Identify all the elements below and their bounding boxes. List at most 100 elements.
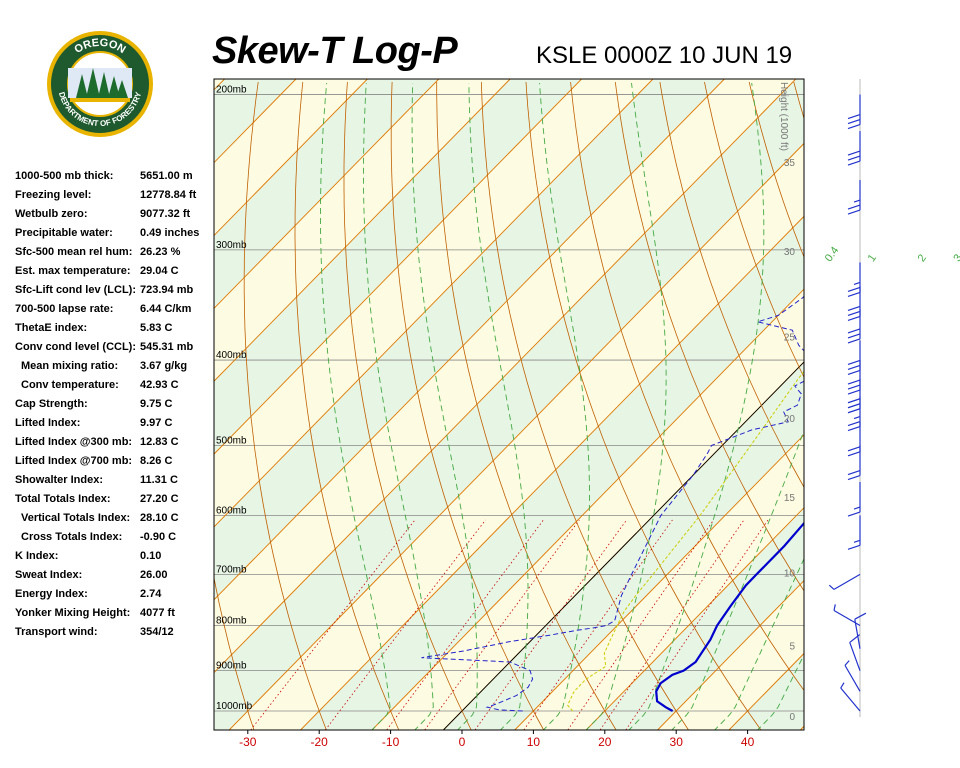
- wind-barb-flag: [847, 204, 861, 210]
- temperature-tick-label: 30: [670, 735, 684, 749]
- stat-label: Total Totals Index:: [15, 493, 111, 505]
- stat-label: Showalter Index:: [15, 474, 104, 486]
- stat-row: K Index: 0.10: [15, 548, 215, 567]
- stat-label: Est. max temperature:: [15, 265, 131, 277]
- temperature-tick-label: -30: [239, 735, 257, 749]
- stat-value: 12.83 C: [140, 436, 179, 448]
- freezing-isotherm: [443, 361, 804, 730]
- pressure-label: 900mb: [216, 661, 247, 672]
- wind-barb-flag: [847, 155, 861, 161]
- mixing-ratio-label: 0.4: [823, 245, 842, 264]
- stat-row: Energy Index: 2.74: [15, 586, 215, 605]
- stat-label: Cap Strength:: [15, 398, 88, 410]
- moist-adiabat: [628, 82, 765, 730]
- wind-barb-flag: [847, 338, 861, 344]
- stat-label: Lifted Index @700 mb:: [15, 455, 133, 467]
- dry-adiabat: [570, 81, 804, 692]
- stat-row: Vertical Totals Index: 28.10 C: [15, 510, 215, 529]
- wind-barb-flag: [847, 446, 861, 452]
- wind-barb: [847, 308, 861, 344]
- stat-label: 700-500 lapse rate:: [15, 303, 114, 315]
- adiabat-grid: [214, 79, 960, 730]
- wind-barb-flag: [847, 398, 861, 404]
- wind-barb-half: [853, 199, 861, 203]
- stat-label: K Index:: [15, 550, 59, 562]
- wind-barb-flag: [847, 364, 861, 370]
- wind-barb-flag: [847, 408, 861, 414]
- stat-value: 42.93 C: [140, 379, 179, 391]
- stat-row: Total Totals Index: 27.20 C: [15, 491, 215, 510]
- plot-frame: [213, 78, 805, 731]
- mixing-ratio-line: [567, 519, 714, 730]
- stat-label: Freezing level:: [15, 189, 92, 201]
- wind-barb-flag: [847, 150, 861, 156]
- wind-barb-flag: [847, 389, 861, 395]
- wind-barb-flag: [847, 333, 861, 339]
- stat-row: Lifted Index @300 mb: 12.83 C: [15, 434, 215, 453]
- stat-label: Cross Totals Index:: [21, 531, 123, 543]
- axis-labels: 0.412351000mb900mb800mb700mb600mb500mb40…: [216, 82, 960, 749]
- dry-adiabat: [928, 82, 960, 730]
- isotherm: [371, 288, 804, 730]
- wind-barbs: [828, 79, 867, 717]
- stat-value: 5.83 C: [140, 322, 173, 334]
- stat-row: Cap Strength: 9.75 C: [15, 396, 215, 415]
- mixing-ratio-line: [424, 519, 580, 730]
- pressure-label: 1000mb: [216, 701, 253, 712]
- wind-barb-staff: [833, 573, 861, 590]
- pressure-label: 200mb: [216, 85, 247, 96]
- dry-adiabat: [214, 575, 255, 730]
- stat-value: 11.31 C: [140, 474, 178, 486]
- pressure-label: 500mb: [216, 436, 247, 447]
- wind-barb: [844, 660, 861, 692]
- parcel-wetbulb-profile: [567, 370, 804, 712]
- dry-adiabat: [883, 82, 960, 730]
- stat-value: 0.49 inches: [140, 227, 200, 239]
- stat-row: Sfc-Lift cond lev (LCL): 723.94 mb: [15, 282, 215, 301]
- moist-adiabat: [468, 82, 529, 730]
- isotherm: [872, 79, 960, 730]
- height-axis-title: Height (1000 ft): [778, 82, 789, 151]
- wind-barb-half: [833, 604, 836, 611]
- moist-adiabat: [585, 82, 667, 730]
- wind-barb-flag: [847, 511, 861, 517]
- dry-adiabat: [243, 81, 327, 730]
- wind-barb-flag: [847, 359, 861, 365]
- stat-value: 8.26 C: [140, 455, 173, 467]
- stat-value: 723.94 mb: [140, 284, 194, 296]
- stat-value: 545.31 mb: [140, 341, 194, 353]
- height-tick-label: 35: [784, 158, 796, 169]
- stat-row: Conv cond level (CCL): 545.31 mb: [15, 339, 215, 358]
- wind-barb-flag: [847, 305, 861, 311]
- wind-barb-flag: [847, 114, 861, 120]
- pressure-label: 300mb: [216, 240, 247, 251]
- isotherm: [214, 79, 725, 601]
- stat-label: Conv cond level (CCL):: [15, 341, 137, 353]
- temperature-profile: [655, 521, 804, 712]
- stat-value: 4077 ft: [140, 607, 175, 619]
- stat-row: Showalter Index: 11.31 C: [15, 472, 215, 491]
- wind-barb: [833, 604, 861, 627]
- moist-adiabat: [671, 429, 804, 730]
- stat-value: 28.10 C: [140, 512, 179, 524]
- stat-row: Lifted Index: 9.97 C: [15, 415, 215, 434]
- logo-top-text: OREGON: [72, 37, 127, 56]
- wind-barb-half: [844, 660, 850, 666]
- mixing-ratio-label: 1: [866, 252, 879, 264]
- dewpoint-profile: [421, 295, 804, 712]
- wind-barb: [828, 573, 861, 590]
- mixing-ratio-line: [474, 519, 627, 730]
- stat-label: Energy Index:: [15, 588, 88, 600]
- temperature-tick-label: 40: [741, 735, 755, 749]
- stat-value: 9.75 C: [140, 398, 173, 410]
- isotherm: [214, 79, 440, 309]
- wind-barb: [847, 360, 861, 395]
- stat-row: Yonker Mixing Height: 4077 ft: [15, 605, 215, 624]
- dry-adiabat: [525, 81, 762, 730]
- stat-row: Cross Totals Index: -0.90 C: [15, 529, 215, 548]
- mixing-ratio-line: [250, 519, 416, 730]
- height-tick-label: 10: [784, 569, 796, 580]
- wind-barb: [847, 286, 861, 321]
- stat-label: Lifted Index:: [15, 417, 81, 429]
